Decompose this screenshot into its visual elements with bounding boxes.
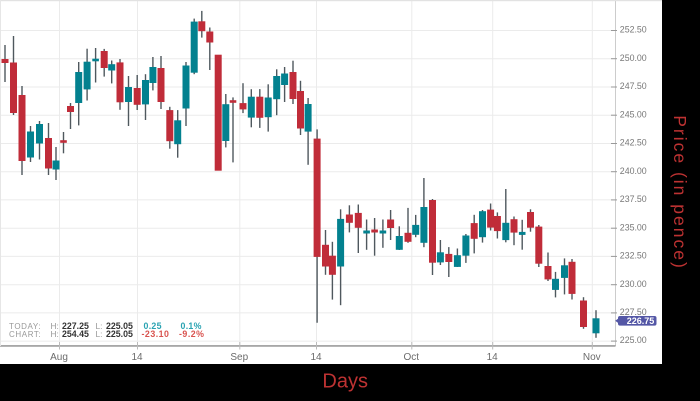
svg-text:Price (in pence): Price (in pence) bbox=[670, 115, 690, 270]
svg-text:Days: Days bbox=[322, 370, 368, 392]
svg-text:252.50: 252.50 bbox=[620, 25, 647, 35]
svg-text:Aug: Aug bbox=[50, 352, 68, 363]
svg-text:237.50: 237.50 bbox=[620, 194, 647, 204]
svg-text:235.00: 235.00 bbox=[620, 222, 647, 232]
svg-text:245.00: 245.00 bbox=[620, 109, 647, 119]
svg-text:Sep: Sep bbox=[230, 352, 248, 363]
svg-text:-23.10: -23.10 bbox=[142, 329, 170, 339]
svg-text:CHART:: CHART: bbox=[9, 330, 41, 339]
svg-text:0.1%: 0.1% bbox=[181, 321, 202, 331]
svg-text:225.05: 225.05 bbox=[106, 329, 133, 339]
svg-text:H:: H: bbox=[51, 329, 59, 339]
svg-text:227.25: 227.25 bbox=[62, 321, 89, 331]
svg-text:TODAY:: TODAY: bbox=[9, 322, 41, 331]
svg-text:227.50: 227.50 bbox=[620, 307, 647, 317]
svg-text:-9.2%: -9.2% bbox=[179, 329, 204, 339]
svg-text:14: 14 bbox=[310, 352, 322, 363]
svg-text:225.05: 225.05 bbox=[106, 321, 133, 331]
svg-text:L:: L: bbox=[96, 321, 103, 331]
svg-text:0.25: 0.25 bbox=[144, 321, 162, 331]
svg-text:232.50: 232.50 bbox=[620, 251, 647, 261]
svg-text:226.75: 226.75 bbox=[627, 316, 655, 326]
svg-text:L:: L: bbox=[96, 329, 103, 339]
svg-text:H:: H: bbox=[51, 321, 59, 331]
svg-text:14: 14 bbox=[131, 352, 143, 363]
svg-text:14: 14 bbox=[487, 352, 499, 363]
svg-text:Oct: Oct bbox=[404, 352, 420, 363]
svg-text:254.45: 254.45 bbox=[62, 329, 89, 339]
svg-text:230.00: 230.00 bbox=[620, 279, 647, 289]
svg-text:225.00: 225.00 bbox=[620, 335, 647, 345]
svg-text:242.50: 242.50 bbox=[620, 138, 647, 148]
svg-text:240.00: 240.00 bbox=[620, 166, 647, 176]
svg-text:Nov: Nov bbox=[583, 352, 601, 363]
svg-text:250.00: 250.00 bbox=[620, 53, 647, 63]
svg-text:247.50: 247.50 bbox=[620, 81, 647, 91]
